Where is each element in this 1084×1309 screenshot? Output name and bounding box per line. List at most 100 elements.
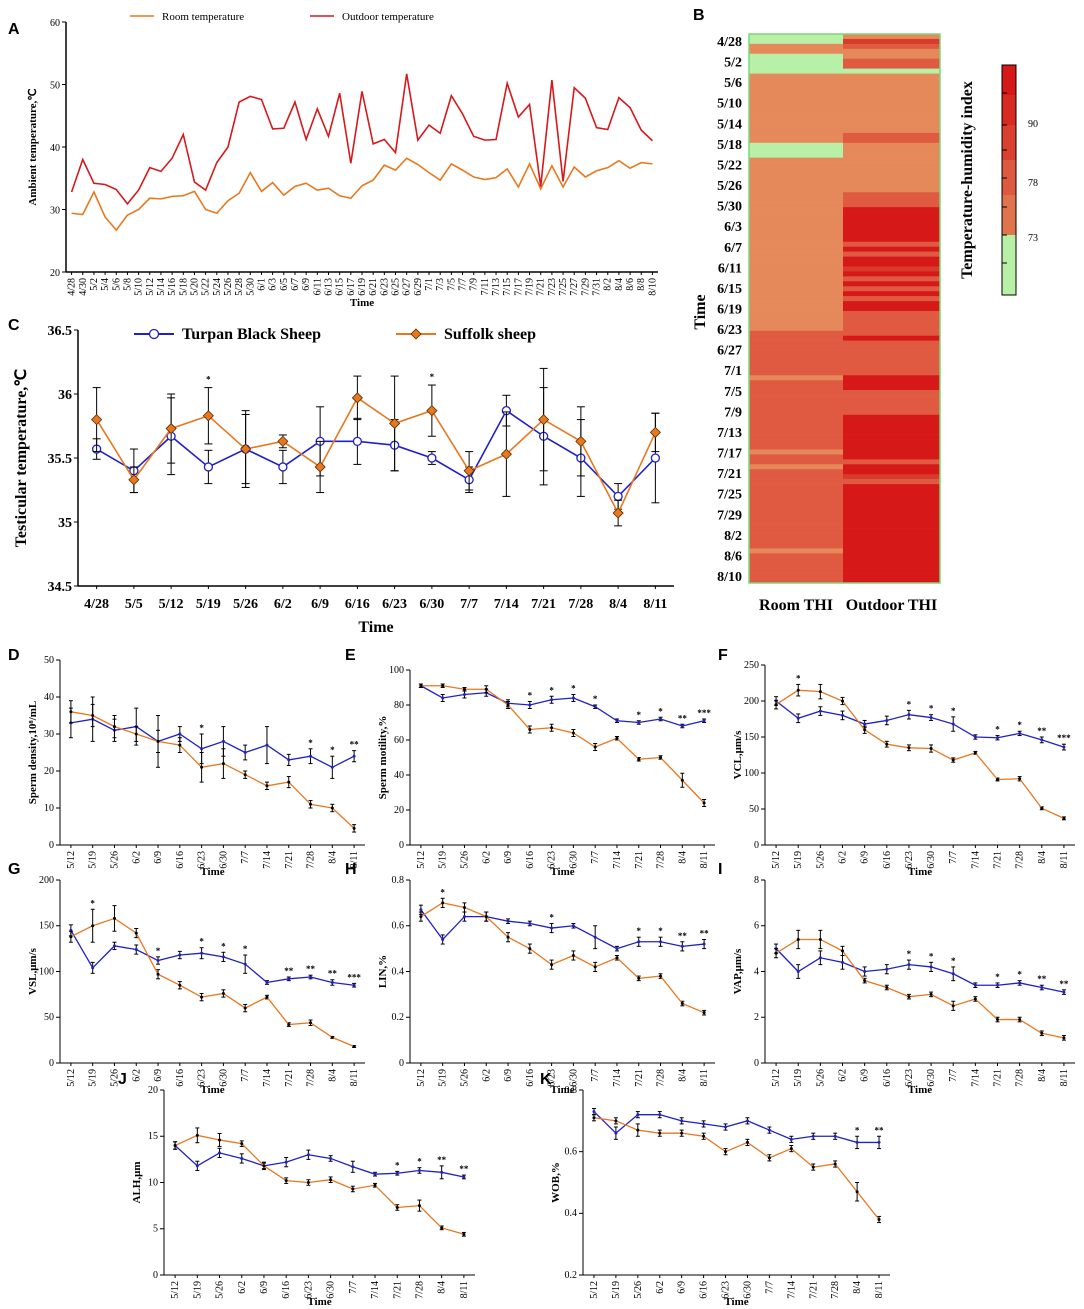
heatmap-cell-room [749,63,843,69]
significance-marker: * [658,706,663,716]
x-tick-label: 7/21 [993,1069,1004,1087]
data-point [314,461,326,473]
x-tick-label: 5/12 [416,851,427,869]
legend-marker [148,328,160,340]
x-tick-label: 7/21 [392,1281,403,1299]
heatmap-cell-outdoor [843,370,940,376]
heatmap-cell-room [749,360,843,366]
panel-g: G 0 50 100 150 200 5/12 5/19 5/26 6/2 6/9 6/16 6/23 6… [8,861,365,1096]
heatmap-cell-outdoor [843,548,940,554]
y-axis-title: Sperm density,10⁸/mL [27,701,39,805]
data-point [659,974,663,978]
x-tick-label: 5/26 [109,1069,120,1087]
data-point [287,977,291,981]
heatmap-cell-room [749,370,843,376]
heatmap-cell-room [749,187,843,193]
series-line-turpan-black-sheep [420,909,705,950]
y-tick-label: 2 [754,1012,759,1023]
heatmap-cell-room [749,350,843,356]
significance-marker: * [199,937,204,947]
data-point [1040,1031,1044,1035]
heatmap-cell-room [749,503,843,510]
data-point [178,983,182,987]
x-tick-label: 6/27 [402,278,413,296]
data-point [195,1164,199,1168]
heatmap-cell-outdoor [843,538,940,544]
data-point [649,426,661,438]
data-point [571,924,575,928]
data-point [659,717,663,721]
data-point [462,693,466,696]
data-point [929,716,933,720]
x-tick-label: 7/7 [590,851,601,864]
heatmap-cell-room [749,340,843,346]
heatmap-cell-room [749,558,843,564]
heatmap-cell-outdoor [843,132,940,139]
data-point [287,1023,291,1027]
data-point [636,1128,640,1132]
heatmap-cell-room [749,286,843,292]
series-line-turpan-black-sheep [70,718,355,769]
data-point [767,1128,771,1132]
significance-marker: * [156,946,161,956]
x-tick-label: 6/16 [175,851,186,869]
y-tick-label: 36 [58,388,72,403]
x-tick-label: 8/11 [1059,851,1070,868]
x-tick-label: 8/8 [636,278,647,291]
heatmap-cell-room [749,78,843,84]
x-tick-label: 6/30 [326,1281,337,1299]
significance-marker: * [430,372,435,382]
x-tick-label: 7/17 [513,278,524,296]
row-tick-label: 6/3 [724,220,742,235]
series-line-turpan-black-sheep [420,685,705,727]
heatmap-cell-room [749,241,843,247]
y-axis-title: Sperm motility,% [377,716,389,800]
y-axis-title: LIN,% [377,955,389,988]
data-point [973,983,977,987]
data-point [724,1125,728,1129]
panel-b: B 4/28 5/2 5/6 5/10 5/14 5/18 5/22 5/26 5/30 6/3 6/… [692,7,1038,614]
heatmap-cell-outdoor [843,127,940,134]
x-tick-label: 7/7 [348,1281,359,1294]
heatmap-cell-outdoor [843,286,940,292]
data-point [929,747,933,751]
heatmap-cell-room [749,484,843,490]
data-point [528,947,532,951]
heatmap-cell-outdoor [843,543,940,549]
series-line-suffolk-sheep [95,396,657,515]
heatmap-cell-outdoor [843,360,940,366]
series-line-suffolk-sheep [775,938,1065,1039]
x-tick-label: 5/6 [111,278,122,291]
data-point [484,915,488,919]
heatmap-cell-room [749,335,843,341]
significance-marker: * [995,725,1000,735]
panel-label-i: I [718,861,722,878]
x-tick-label: 6/30 [568,851,579,869]
heatmap-cell-room [749,192,843,198]
data-point [951,1004,955,1008]
heatmap-cell-outdoor [843,563,940,569]
significance-marker: * [206,375,211,385]
y-tick-label: 50 [44,655,54,666]
heatmap-cell-outdoor [843,469,940,475]
x-tick-label: 6/30 [568,1069,579,1087]
row-tick-label: 4/28 [717,35,742,50]
heatmap-cell-room [749,325,843,332]
x-tick-label: 5/26 [215,1281,226,1299]
x-tick-label: 6/2 [481,1069,492,1082]
row-tick-label: 7/29 [717,508,742,523]
data-point [833,1134,837,1138]
y-tick-label: 40 [44,692,54,703]
data-point [278,462,288,472]
heatmap-cell-room [749,291,843,297]
x-tick-label: 8/4 [1037,851,1048,864]
y-tick-label: 150 [744,732,759,743]
x-tick-label: 7/3 [435,278,446,291]
data-point [774,951,778,955]
heatmap-cell-outdoor [843,414,940,421]
y-tick-label: 0.4 [392,966,405,977]
x-tick-label: 8/10 [647,278,658,296]
data-point [112,944,116,948]
x-tick-label: 5/26 [633,1281,644,1299]
